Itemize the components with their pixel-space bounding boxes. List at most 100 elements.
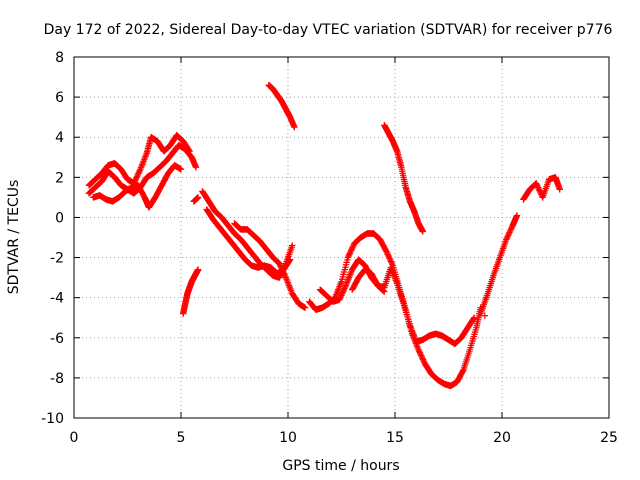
data-point [289,242,296,249]
data-point [507,226,514,233]
data-point [186,148,193,155]
y-tick-label: -10 [41,411,64,427]
data-point [336,295,344,302]
x-tick-label: 5 [177,430,186,446]
data-point [291,123,298,131]
data-point [505,232,512,239]
data-point [194,194,202,201]
x-tick-label: 0 [70,430,79,446]
y-tick-label: 2 [55,170,64,186]
data-point [346,251,353,258]
data-point [415,346,422,354]
data-point [349,244,356,251]
y-tick-label: 0 [55,210,64,226]
data-point [277,263,284,270]
data-point [133,173,141,180]
data-point [470,314,478,321]
data-point [379,287,387,294]
y-tick-label: 8 [55,50,64,66]
y-tick-label: 4 [55,130,64,146]
data-point [280,270,288,277]
data-point [348,245,355,253]
chart-title: Day 172 of 2022, Sidereal Day-to-day VTE… [44,22,613,38]
data-point [135,170,142,177]
data-point [347,248,354,256]
data-point [133,174,140,181]
series-arc-10 [520,174,563,203]
data-point [276,260,283,267]
data-point [280,268,287,276]
data-point [346,250,354,257]
data-point [341,285,348,292]
data-point [504,233,511,240]
data-point [345,252,352,260]
data-point [385,252,392,259]
data-point [416,349,424,356]
data-point [278,264,285,271]
data-point [470,315,477,322]
data-point [185,147,193,154]
data-point [508,225,515,232]
x-tick-label: 25 [600,430,618,446]
y-tick-label: 6 [55,90,64,106]
data-point [286,257,293,264]
data-point [534,182,541,190]
data-point [386,255,393,262]
data-point [481,312,489,319]
y-tick-label: -6 [50,331,64,347]
y-tick-label: -4 [50,291,64,307]
data-point [533,181,541,188]
x-tick-label: 20 [493,430,511,446]
y-tick-label: -8 [50,371,64,387]
data-point [459,367,467,375]
data-point [418,353,425,361]
data-point [177,166,185,173]
data-point [419,356,427,363]
data-point [536,187,543,194]
series-arc-6c [349,266,388,295]
series-arc-2 [179,266,202,317]
x-tick-label: 15 [386,430,404,446]
series-arc-1a [85,142,200,197]
data-point [337,293,344,301]
data-point [336,296,343,303]
plot-frame [73,56,610,419]
data-point [344,254,352,261]
data-point [340,288,347,295]
data-point [340,286,348,294]
data-point [556,186,563,193]
data-point [513,212,521,219]
data-point [387,256,394,264]
data-point [535,185,543,193]
data-point [415,348,423,355]
data-point [278,265,286,273]
y-tick-label: -2 [50,251,64,267]
data-point [388,259,395,266]
data-point [136,167,143,174]
data-point [389,260,396,268]
data-point [387,258,395,265]
data-point [380,287,387,295]
data-point [192,164,200,171]
data-point [383,248,390,255]
series-arc-9 [481,312,489,319]
data-point [419,355,426,362]
data-point [338,292,345,299]
data-point [279,267,286,274]
data-point [276,261,284,269]
data-point [341,283,349,291]
series-arc-8 [477,212,521,317]
data-point [419,228,427,235]
x-axis-title: GPS time / hours [282,458,399,474]
series-arc-1c [90,162,185,211]
data-point [534,184,542,191]
data-point [381,288,388,295]
data-point [338,290,346,298]
data-point [503,234,511,242]
data-point [383,249,391,257]
data-point [281,271,288,279]
data-point [503,236,510,243]
y-axis-title: SDTVAR / TECUs [6,180,22,295]
data-point [282,273,289,280]
